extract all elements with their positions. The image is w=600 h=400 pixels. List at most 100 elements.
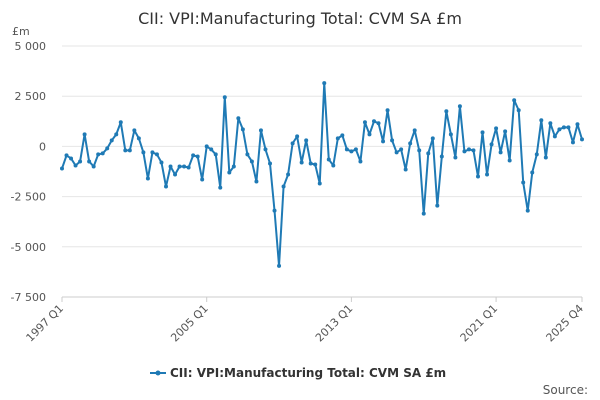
data-point[interactable] [87,159,92,164]
data-point[interactable] [123,148,128,153]
data-point[interactable] [277,263,282,268]
data-point[interactable] [552,134,557,139]
data-point[interactable] [485,172,490,177]
data-point[interactable] [64,153,69,158]
data-point[interactable] [498,150,503,155]
data-point[interactable] [435,203,440,208]
data-point[interactable] [154,152,159,157]
data-point[interactable] [308,161,313,166]
data-point[interactable] [164,184,168,189]
data-point[interactable] [566,125,571,130]
data-point[interactable] [426,151,431,156]
data-point[interactable] [521,180,526,185]
data-point[interactable] [281,184,286,189]
data-point[interactable] [173,172,178,177]
data-point[interactable] [227,170,232,175]
data-point[interactable] [448,132,453,137]
data-point[interactable] [476,174,480,179]
data-point[interactable] [304,138,309,143]
data-point[interactable] [127,148,132,153]
data-point[interactable] [471,148,476,153]
data-point[interactable] [512,98,517,103]
data-point[interactable] [204,144,209,149]
data-point[interactable] [96,152,101,157]
data-point[interactable] [344,147,349,152]
data-point[interactable] [249,159,254,164]
data-point[interactable] [286,172,291,177]
data-point[interactable] [258,128,263,133]
data-point[interactable] [516,108,521,113]
data-point[interactable] [349,149,354,154]
data-point[interactable] [408,141,413,146]
data-point[interactable] [453,155,458,160]
data-point[interactable] [114,132,119,137]
data-point[interactable] [353,147,358,152]
data-point[interactable] [494,126,499,131]
data-point[interactable] [186,165,191,170]
data-point[interactable] [372,119,376,124]
data-point[interactable] [100,151,105,156]
data-point[interactable] [200,177,205,182]
data-point[interactable] [580,137,584,142]
data-point[interactable] [394,150,399,155]
data-point[interactable] [340,133,345,138]
data-point[interactable] [525,208,530,213]
data-point[interactable] [195,154,200,159]
data-point[interactable] [480,130,485,135]
data-point[interactable] [182,164,187,169]
data-point[interactable] [399,147,404,152]
data-point[interactable] [534,152,539,157]
data-point[interactable] [507,158,512,163]
data-point[interactable] [376,121,381,126]
data-point[interactable] [263,147,268,152]
data-point[interactable] [145,176,150,181]
data-point[interactable] [168,164,173,169]
data-point[interactable] [141,150,146,155]
data-point[interactable] [466,147,471,152]
data-point[interactable] [313,162,318,167]
data-point[interactable] [462,149,467,154]
data-point[interactable] [358,159,363,164]
data-point[interactable] [254,179,259,184]
data-point[interactable] [132,128,137,133]
data-point[interactable] [91,164,96,169]
data-point[interactable] [417,148,422,153]
data-point[interactable] [381,139,386,144]
data-point[interactable] [317,181,322,186]
data-point[interactable] [109,138,114,143]
data-point[interactable] [268,161,272,166]
data-point[interactable] [118,120,123,125]
data-point[interactable] [390,138,395,143]
data-point[interactable] [60,166,64,171]
data-point[interactable] [539,118,544,123]
data-point[interactable] [331,163,336,168]
data-point[interactable] [240,127,245,132]
data-point[interactable] [69,156,74,161]
data-point[interactable] [213,152,218,157]
data-point[interactable] [322,81,327,86]
data-point[interactable] [231,164,236,169]
data-point[interactable] [222,95,227,100]
data-point[interactable] [367,132,372,137]
data-point[interactable] [73,163,78,168]
data-point[interactable] [335,136,340,141]
legend[interactable]: CII: VPI:Manufacturing Total: CVM SA £m [150,366,446,380]
data-point[interactable] [299,160,304,165]
data-point[interactable] [78,159,83,164]
data-point[interactable] [362,120,367,125]
data-point[interactable] [245,152,250,157]
data-point[interactable] [557,127,562,132]
data-point[interactable] [575,122,580,127]
data-point[interactable] [326,157,331,162]
data-point[interactable] [209,147,214,152]
data-point[interactable] [503,129,508,134]
data-point[interactable] [421,211,426,216]
data-point[interactable] [218,185,223,190]
data-point[interactable] [295,134,300,139]
data-point[interactable] [290,141,295,146]
data-point[interactable] [561,125,566,130]
data-point[interactable] [385,108,390,113]
data-point[interactable] [548,121,553,126]
data-point[interactable] [82,132,87,137]
data-point[interactable] [570,140,575,145]
